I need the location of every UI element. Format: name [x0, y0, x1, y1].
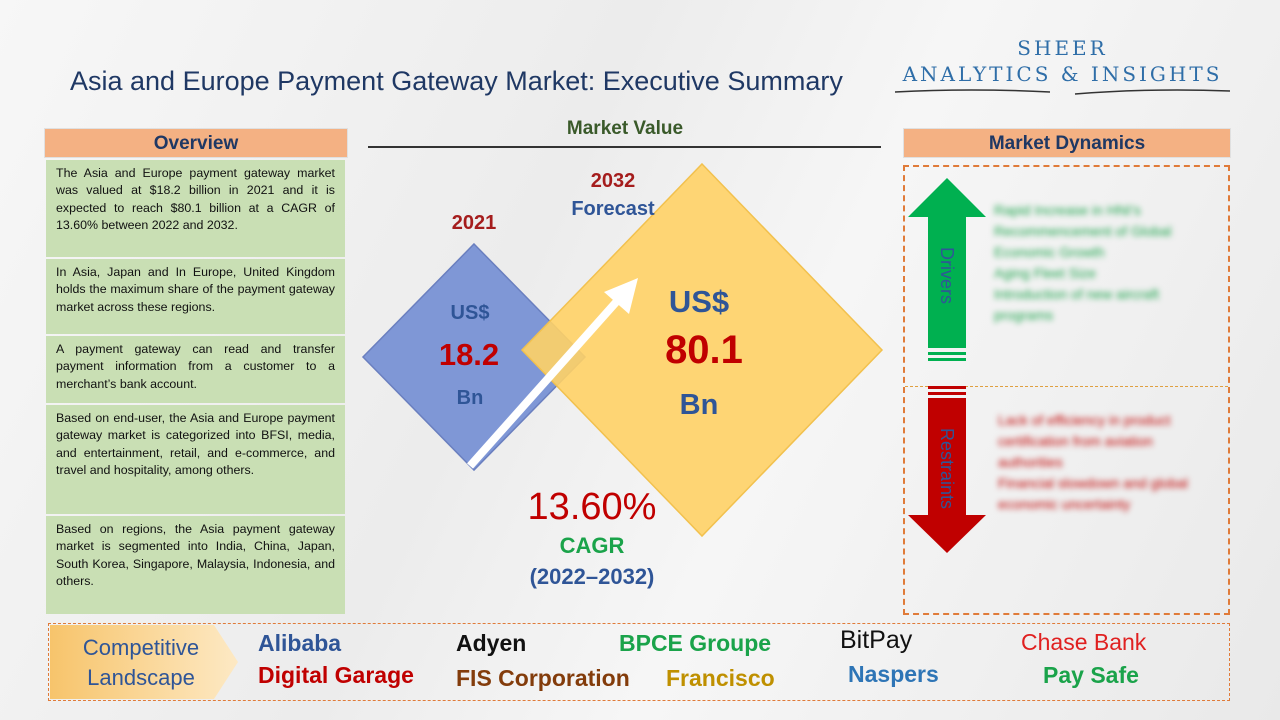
market-dynamics-header: Market Dynamics: [903, 128, 1231, 158]
year-2032-label: 2032: [590, 170, 636, 192]
drivers-list: Rapid Increase in HNI’s Recommencement o…: [994, 200, 1214, 326]
driver-item: Rapid Increase in HNI’s: [994, 202, 1141, 218]
value-2032-amount: 80.1: [665, 328, 743, 372]
value-2021-unit: Bn: [456, 387, 484, 409]
value-2032-currency: US$: [668, 284, 730, 319]
company-francisco: Francisco: [666, 665, 775, 691]
overview-paragraph-2: In Asia, Japan and In Europe, United Kin…: [46, 259, 345, 334]
restraints-label: Restraints: [937, 428, 957, 510]
page-title: Asia and Europe Payment Gateway Market: …: [70, 66, 843, 96]
value-2021-amount: 18.2: [438, 337, 500, 372]
competitive-label-line-2: Landscape: [87, 665, 195, 690]
company-adyen: Adyen: [456, 630, 527, 656]
diamond-2021: [361, 242, 587, 472]
company-pay-safe: Pay Safe: [1043, 662, 1139, 688]
competitive-band: [48, 623, 1230, 701]
overview-paragraph-3: A payment gateway can read and transfer …: [46, 336, 345, 403]
restraint-item: Financial slowdown and global economic u…: [998, 475, 1188, 512]
overview-paragraph-1: The Asia and Europe payment gateway mark…: [46, 160, 345, 257]
cagr-value: 13.60%: [527, 486, 657, 528]
value-2021-currency: US$: [450, 302, 490, 324]
value-2032-unit: Bn: [679, 389, 719, 421]
market-value-title: Market Value: [566, 118, 684, 139]
competitive-label-shape: [50, 625, 238, 699]
logo-line-1: SHEER: [1017, 36, 1108, 60]
market-dynamics-panel: [903, 165, 1230, 615]
company-bitpay: BitPay: [840, 626, 913, 654]
company-digital-garage: Digital Garage: [258, 662, 414, 688]
competitive-label-line-1: Competitive: [82, 635, 200, 660]
diamond-2032: [520, 162, 884, 538]
driver-item: Aging Fleet Size: [994, 265, 1096, 281]
growth-arrow-head: [604, 278, 638, 314]
year-2021-label: 2021: [451, 212, 497, 234]
overview-paragraph-5: Based on regions, the Asia payment gatew…: [46, 516, 345, 614]
company-fis-corporation: FIS Corporation: [456, 665, 630, 691]
restraint-item: Lack of efficiency in product certificat…: [998, 412, 1171, 470]
cagr-period: (2022–2032): [529, 564, 655, 589]
restraints-list: Lack of efficiency in product certificat…: [998, 410, 1213, 515]
overview-header: Overview: [44, 128, 348, 158]
overview-paragraph-4: Based on end-user, the Asia and Europe p…: [46, 405, 345, 514]
market-value-divider: [368, 146, 881, 148]
company-bpce-groupe: BPCE Groupe: [619, 630, 772, 656]
driver-item: Recommencement of Global Economic Growth: [994, 223, 1172, 260]
drivers-arrow-icon: [908, 178, 986, 348]
dynamics-divider: [905, 386, 1228, 387]
company-alibaba: Alibaba: [258, 630, 342, 656]
company-naspers: Naspers: [848, 661, 939, 687]
logo-line-2: ANALYTICS & INSIGHTS: [902, 62, 1223, 86]
logo-underline-icon: [894, 89, 1231, 95]
drivers-label: Drivers: [937, 247, 957, 304]
growth-arrow: [467, 297, 621, 469]
restraints-arrow-icon: [908, 398, 986, 553]
company-chase-bank: Chase Bank: [1021, 629, 1147, 655]
cagr-label: CAGR: [559, 533, 625, 558]
brand-logo: SHEER ANALYTICS & INSIGHTS: [890, 36, 1235, 102]
competitive-landscape-label: Competitive Landscape: [62, 633, 220, 693]
forecast-label: Forecast: [571, 198, 655, 220]
driver-item: Introduction of new aircraft programs: [994, 286, 1159, 323]
